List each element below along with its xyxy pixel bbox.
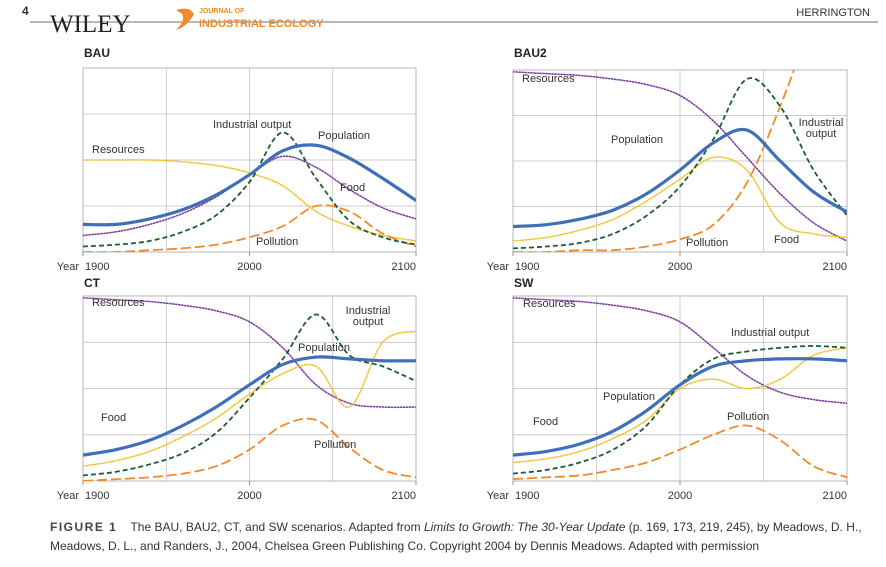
series-line: [83, 417, 416, 481]
series-label: Pollution: [727, 411, 770, 423]
journal-name: INDUSTRIAL ECOLOGY: [199, 18, 324, 30]
series-label: Resources: [92, 297, 145, 309]
x-tick-label: 2100: [392, 261, 416, 273]
x-tick-label: 1900: [85, 261, 109, 273]
series-line: [513, 77, 847, 250]
series-line: [513, 424, 847, 481]
series-line: [513, 297, 847, 405]
series-label: Population: [318, 130, 370, 142]
journal-name-top: JOURNAL OF: [199, 8, 245, 15]
caption-text: The BAU, BAU2, CT, and SW scenarios. Ada…: [130, 520, 421, 534]
series-line: [513, 345, 847, 475]
x-tick-label: 2000: [237, 490, 261, 502]
series-label: Food: [533, 416, 559, 428]
x-tick-label: 2000: [237, 261, 261, 273]
x-axis-label: Year: [57, 490, 80, 502]
series-label: Industrial output: [731, 327, 810, 339]
series-label: Food: [340, 182, 366, 194]
x-axis-label: Year: [487, 261, 510, 273]
series-line: [83, 204, 416, 252]
series-label: Resources: [523, 298, 576, 310]
caption-label: FIGURE 1: [50, 520, 118, 534]
series-label: Population: [603, 391, 655, 403]
series-label: Industrial output: [798, 117, 844, 140]
chart-title: SW: [514, 276, 534, 290]
series-line: [513, 357, 847, 457]
x-tick-label: 2100: [823, 490, 847, 502]
series-line: [513, 71, 847, 242]
series-line: [83, 143, 416, 227]
series-label: Industrial output: [345, 305, 391, 328]
series-label: Industrial output: [213, 119, 292, 131]
journal-logo-icon: [176, 8, 194, 30]
x-tick-label: 2100: [392, 490, 416, 502]
series-line: [513, 127, 847, 229]
series-line: [83, 330, 416, 467]
series-label: Resources: [522, 73, 575, 85]
series-label: Pollution: [314, 439, 357, 451]
x-tick-label: 1900: [85, 490, 109, 502]
caption-text: (p. 169, 173, 219, 245), by Meadows, D. …: [50, 520, 862, 553]
x-axis-label: Year: [487, 490, 510, 502]
chart-title: BAU: [84, 46, 110, 60]
series-label: Pollution: [686, 237, 729, 249]
caption-italic: Limits to Growth: The 30-Year Update: [423, 520, 626, 534]
x-axis-label: Year: [57, 261, 80, 273]
chart-title: CT: [84, 276, 100, 290]
publisher-logo: WILEY: [50, 11, 131, 38]
series-line: [83, 355, 416, 457]
series-label: Population: [611, 134, 663, 146]
x-tick-label: 2000: [668, 490, 692, 502]
series-label: Population: [298, 342, 350, 354]
series-line: [83, 297, 416, 409]
series-line: [513, 347, 847, 464]
x-tick-label: 2000: [668, 261, 692, 273]
series-line: [513, 156, 847, 242]
series-label: Resources: [92, 144, 145, 156]
series-line: [513, 70, 795, 252]
series-label: Food: [774, 234, 800, 246]
x-tick-label: 1900: [515, 261, 539, 273]
series-line: [83, 131, 416, 248]
series-label: Pollution: [256, 236, 299, 248]
series-label: Food: [101, 412, 127, 424]
page-number: 4: [22, 4, 29, 18]
running-head: HERRINGTON: [796, 7, 870, 19]
chart-title: BAU2: [514, 46, 547, 60]
x-tick-label: 2100: [823, 261, 847, 273]
x-tick-label: 1900: [515, 490, 539, 502]
figure-caption: FIGURE 1 The BAU, BAU2, CT, and SW scena…: [50, 518, 870, 556]
